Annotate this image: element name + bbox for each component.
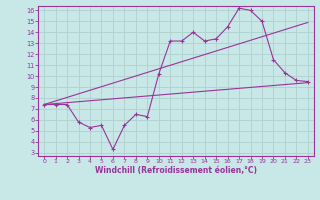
- X-axis label: Windchill (Refroidissement éolien,°C): Windchill (Refroidissement éolien,°C): [95, 166, 257, 175]
